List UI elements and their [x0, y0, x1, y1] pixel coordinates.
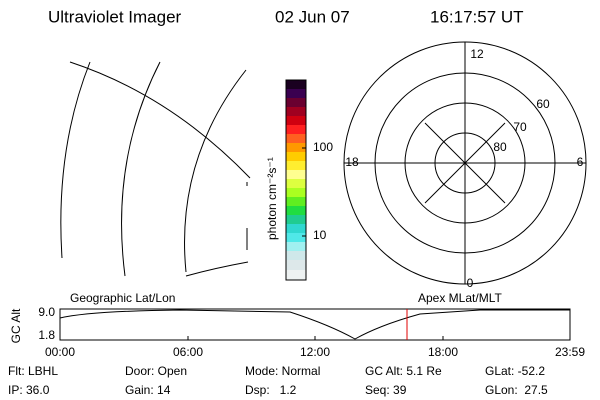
timeline-x-tick: 00:00 [45, 345, 75, 359]
date: 02 Jun 07 [275, 7, 350, 26]
lat-label: 60 [536, 97, 550, 111]
info-field: GLon: 27.5 [485, 383, 548, 397]
timeline-y-label: GC Alt [9, 308, 23, 343]
timeline-left-label: Geographic Lat/Lon [70, 291, 175, 305]
geo-grid [60, 61, 251, 277]
colorbar [285, 79, 307, 281]
info-panel: Flt: LBHL Door: Open Mode: Normal GC Alt: 5… [8, 364, 548, 397]
mlt-label: 0 [467, 276, 474, 290]
lat-label: 80 [493, 140, 507, 154]
info-field: IP: 36.0 [8, 383, 50, 397]
info-field: Seq: 39 [365, 383, 407, 397]
info-field: Door: Open [125, 364, 187, 378]
info-field: Dsp: 1.2 [245, 383, 297, 397]
info-field: GLat: -52.2 [485, 364, 545, 378]
polar-grid [343, 41, 587, 285]
timeline-y-tick: 9.0 [38, 305, 55, 319]
time: 16:17:57 UT [430, 7, 524, 26]
timeline-x-tick: 23:59 [555, 345, 585, 359]
info-field: Mode: Normal [245, 364, 320, 378]
colorbar-tick: 100 [313, 140, 333, 154]
colorbar-tick: 10 [313, 228, 327, 242]
info-field: Flt: LBHL [8, 364, 58, 378]
timeline-right-label: Apex MLat/MLT [418, 291, 502, 305]
colorbar-label: photon cm⁻²s⁻¹ [265, 157, 279, 240]
timeline-plot [59, 308, 571, 341]
title: Ultraviolet Imager [48, 7, 182, 26]
lat-label: 70 [513, 120, 527, 134]
info-field: Gain: 14 [125, 383, 171, 397]
timeline-x-tick: 06:00 [173, 345, 203, 359]
mlt-label: 12 [470, 47, 484, 61]
info-field: GC Alt: 5.1 Re [365, 364, 442, 378]
mlt-label: 18 [345, 155, 359, 169]
timeline-x-tick: 12:00 [300, 345, 330, 359]
mlt-label: 6 [577, 155, 584, 169]
timeline-y-tick: 1.8 [38, 328, 55, 342]
timeline-x-tick: 18:00 [428, 345, 458, 359]
